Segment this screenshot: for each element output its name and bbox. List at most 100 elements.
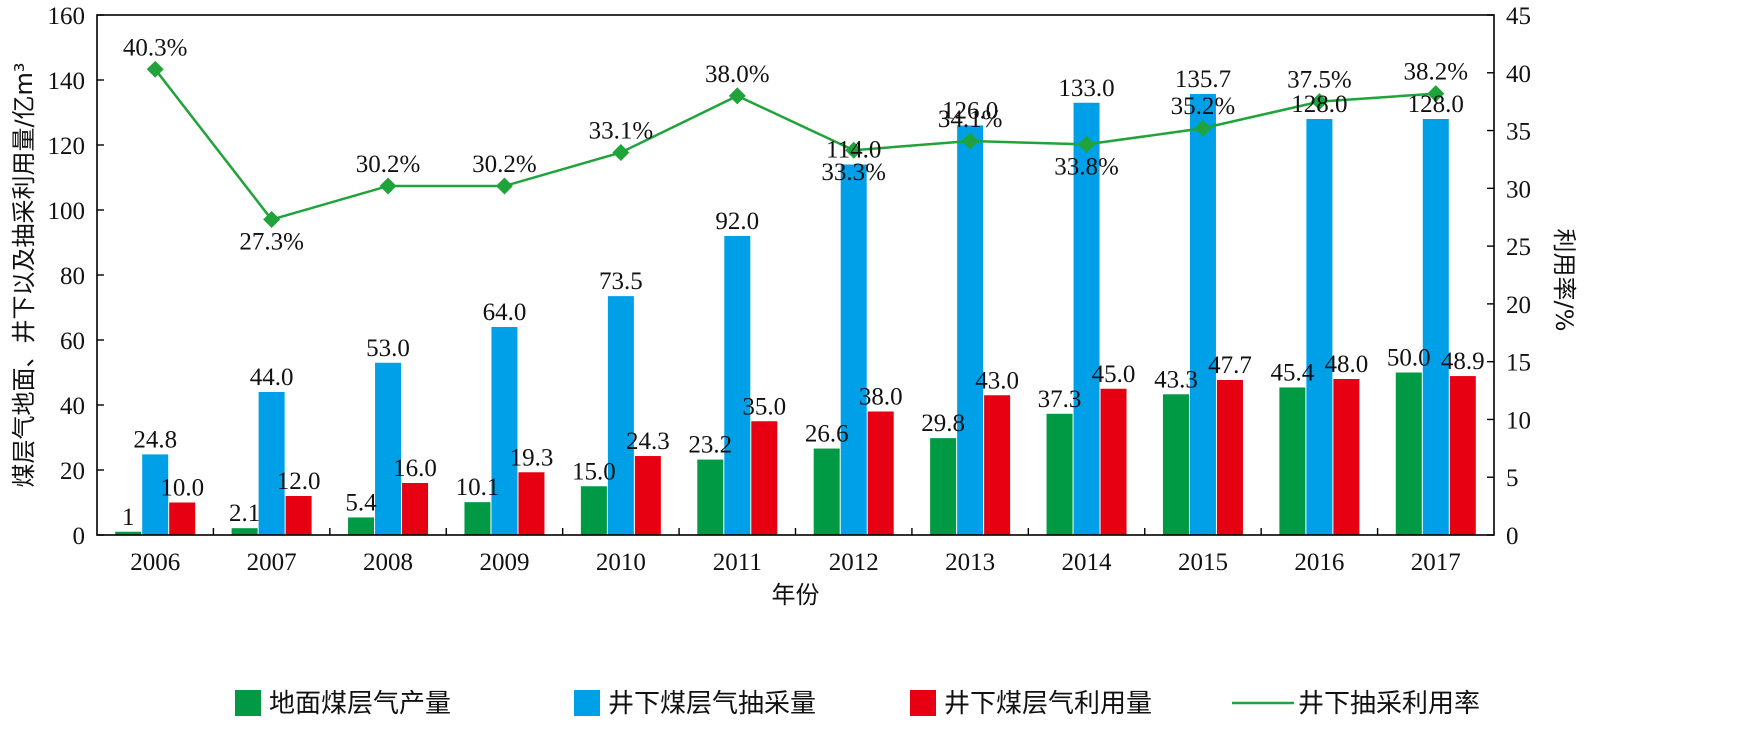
line-point	[961, 132, 979, 150]
line-point	[263, 211, 281, 229]
x-tick-label: 2007	[247, 549, 297, 576]
y-axis-title: 煤层气地面、井下以及抽采利用量/亿m³	[10, 62, 38, 487]
bar-data-label: 43.3	[1154, 366, 1198, 393]
y2-tick-label: 25	[1506, 234, 1531, 261]
bar-data-label: 126.0	[942, 98, 998, 125]
bar-data-label: 37.3	[1038, 386, 1082, 413]
line-point	[845, 141, 863, 159]
bar	[840, 164, 867, 535]
bar-data-label: 19.3	[510, 444, 554, 471]
line-point	[728, 87, 746, 105]
bar	[724, 236, 751, 535]
bar-data-label: 23.2	[688, 432, 732, 459]
legend-label: 井下抽采利用率	[1298, 689, 1480, 719]
bar	[813, 448, 840, 535]
x-tick-label: 2017	[1411, 549, 1461, 576]
x-tick-label: 2009	[479, 549, 529, 576]
bar	[491, 327, 518, 535]
y-tick-label: 80	[60, 263, 85, 290]
bar-data-label: 133.0	[1058, 75, 1114, 102]
line-data-label: 30.2%	[472, 151, 537, 178]
bar	[984, 395, 1011, 535]
bar-data-label: 114.0	[826, 137, 881, 164]
line-point	[495, 177, 513, 195]
x-tick-label: 2013	[945, 549, 995, 576]
x-tick-label: 2011	[713, 549, 762, 576]
bar-data-label: 5.4	[345, 489, 377, 516]
x-tick-label: 2010	[596, 549, 646, 576]
bar-data-label: 45.0	[1092, 361, 1136, 388]
bar-data-label: 64.0	[483, 299, 527, 326]
bar	[464, 502, 491, 535]
line-data-label: 38.0%	[705, 61, 770, 88]
y2-tick-label: 15	[1506, 350, 1531, 377]
line-data-label: 27.3%	[239, 229, 304, 256]
legend-label: 井下煤层气抽采量	[608, 689, 816, 719]
bar	[697, 459, 724, 535]
bar-data-label: 43.0	[975, 367, 1019, 394]
bar	[1162, 394, 1189, 535]
x-tick-label: 2014	[1062, 549, 1113, 576]
y-tick-label: 100	[48, 198, 86, 225]
bar	[1046, 413, 1073, 535]
bar-data-label: 73.5	[599, 268, 643, 295]
y-tick-label: 140	[48, 68, 86, 95]
bar	[1189, 93, 1216, 535]
line-point	[612, 144, 630, 161]
bar	[580, 486, 607, 535]
line-data-label: 37.5%	[1287, 67, 1352, 94]
x-axis-title: 年份	[772, 581, 820, 609]
bar-data-label: 38.0	[859, 384, 903, 411]
line-point	[379, 177, 397, 195]
bar-data-label: 29.8	[921, 410, 965, 437]
y2-tick-label: 40	[1506, 61, 1531, 88]
bar	[1100, 388, 1127, 535]
bar	[1279, 387, 1306, 535]
line-data-label: 30.2%	[356, 151, 421, 178]
bar	[1306, 119, 1333, 535]
y-tick-label: 120	[48, 133, 86, 160]
bar	[1073, 102, 1100, 535]
bar-data-label: 45.4	[1271, 359, 1315, 386]
axes: 0 20 40 60 80 100 120 140 160 0 5 10 15 20 25 30 35 40 45 2…	[10, 3, 1578, 609]
legend-label: 地面煤层气产量	[269, 689, 451, 719]
legend-swatch	[910, 690, 936, 716]
bar	[375, 362, 402, 535]
bar-data-label: 92.0	[715, 208, 759, 235]
bar-data-label: 24.8	[133, 426, 177, 453]
bar-data-label: 16.0	[393, 455, 437, 482]
series-line	[154, 68, 1436, 221]
bar-data-label: 44.0	[250, 364, 294, 391]
bar	[1422, 119, 1449, 535]
line-data-label: 33.3%	[821, 159, 886, 186]
bar-data-label: 10.1	[456, 474, 500, 501]
bar-data-label: 24.3	[626, 428, 670, 455]
line-data-label: 33.8%	[1054, 153, 1119, 180]
x-tick-label: 2006	[130, 549, 180, 576]
bar	[634, 456, 661, 535]
y2-tick-label: 45	[1506, 3, 1531, 30]
bar	[285, 496, 312, 535]
bar	[867, 411, 894, 535]
bar-data-label: 53.0	[366, 335, 410, 362]
line-data-label: 33.1%	[589, 118, 654, 145]
y-tick-label: 160	[48, 3, 86, 30]
bar	[1449, 376, 1476, 535]
bar	[231, 528, 258, 535]
bar-data-label: 135.7	[1175, 66, 1231, 93]
bar-data-label: 2.1	[229, 500, 260, 527]
line-data-label: 34.1%	[938, 106, 1003, 133]
bar-data-label: 1	[122, 504, 135, 531]
legend-label: 井下煤层气利用量	[944, 689, 1152, 719]
bar	[115, 531, 142, 535]
bar-data-label: 128.0	[1291, 91, 1347, 118]
bar	[142, 454, 169, 535]
bar-data-label: 12.0	[277, 468, 321, 495]
y2-axis-title: 利用率/%	[1550, 229, 1578, 332]
bar	[1395, 372, 1422, 535]
y-tick-label: 20	[60, 458, 85, 485]
bar	[258, 392, 285, 535]
y2-tick-label: 0	[1506, 523, 1519, 550]
y2-tick-label: 20	[1506, 292, 1531, 319]
